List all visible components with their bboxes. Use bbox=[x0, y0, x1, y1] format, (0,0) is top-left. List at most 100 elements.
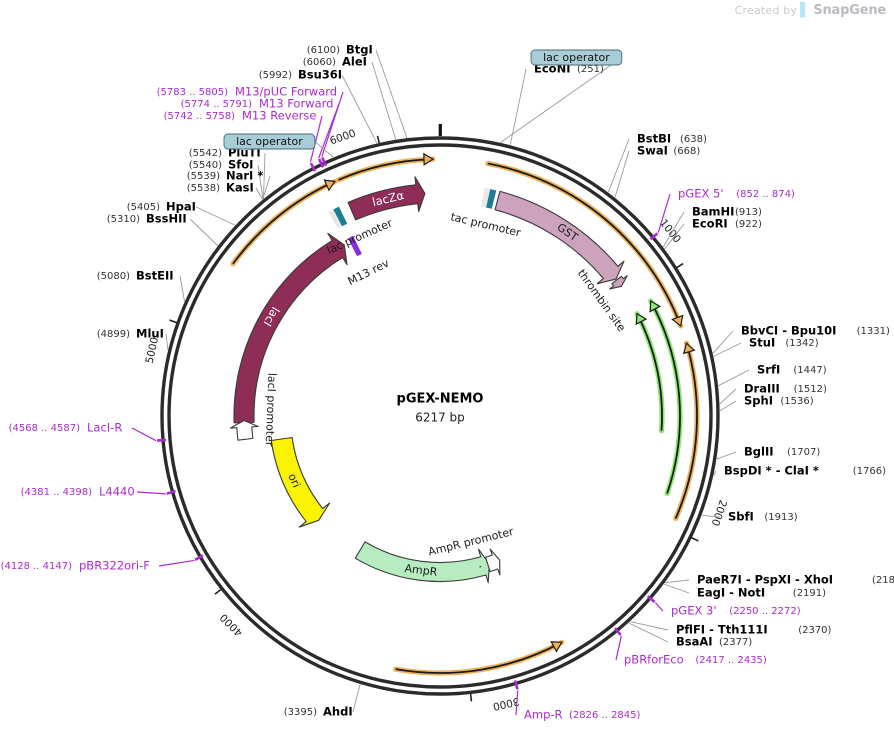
primer-name: pGEX 3' bbox=[671, 604, 717, 618]
feature-label-AmpR-promoter: AmpR promoter bbox=[427, 525, 515, 559]
enzyme-name: PflFI - Tth111I bbox=[676, 623, 768, 637]
enzyme-position: (1536) bbox=[780, 396, 813, 407]
enzyme-name: MluI bbox=[136, 327, 164, 341]
primer-name: pBRforEco bbox=[624, 653, 684, 667]
primer-label: pBRforEco (2417 .. 2435) bbox=[624, 653, 767, 667]
primer-mark bbox=[513, 680, 519, 690]
leader-line bbox=[664, 579, 690, 584]
enzyme-label: (6100) BtgI bbox=[307, 43, 373, 57]
tick-label-5000: 5000 bbox=[144, 336, 162, 365]
primer-range: (5783 .. 5805) bbox=[157, 87, 229, 98]
enzyme-label: EcoRI (922) bbox=[692, 217, 762, 231]
enzyme-label: BsaAI (2377) bbox=[676, 635, 752, 649]
primer-mark bbox=[156, 438, 167, 442]
enzyme-position: (5538) bbox=[187, 183, 220, 194]
primer-mark bbox=[166, 489, 176, 495]
enzyme-label: (5538) KasI bbox=[187, 181, 254, 195]
enzyme-name: BbvCI - Bpu10I bbox=[741, 324, 836, 338]
lac-operator-label: lac operator bbox=[236, 135, 303, 148]
primer-mark bbox=[194, 554, 204, 562]
primer-range: (4128 .. 4147) bbox=[1, 561, 73, 572]
primer-range: (852 .. 874) bbox=[736, 189, 795, 200]
enzyme-position: (5310) bbox=[107, 214, 140, 225]
primer-labels: (5783 .. 5805) M13/pUC Forward(5774 .. 57… bbox=[1, 85, 801, 722]
leader-line bbox=[500, 57, 623, 143]
primer-label: (4381 .. 4398) L4440 bbox=[21, 485, 135, 499]
primer-name: L4440 bbox=[99, 485, 135, 499]
primer-mark bbox=[613, 627, 622, 636]
leader-line bbox=[515, 690, 519, 716]
regulatory-arc bbox=[230, 178, 338, 267]
enzyme-position: (1447) bbox=[793, 365, 826, 376]
regulatory-arc bbox=[393, 639, 565, 676]
enzyme-position: (2377) bbox=[719, 637, 752, 648]
primer-range: (5774 .. 5791) bbox=[181, 99, 253, 110]
feature-label-ori: ori bbox=[285, 471, 303, 489]
enzyme-name: PaeR7I - PspXI - XhoI bbox=[697, 573, 833, 587]
enzyme-name: BtgI bbox=[346, 43, 373, 57]
enzyme-label: SwaI (668) bbox=[637, 144, 700, 158]
primer-label: (4568 .. 4587) LacI-R bbox=[9, 421, 123, 435]
enzyme-position: (1512) bbox=[794, 384, 827, 395]
enzyme-position: (2185) bbox=[872, 575, 894, 586]
enzyme-name: KasI bbox=[226, 181, 254, 195]
enzyme-label: (5310) BssHII bbox=[107, 212, 187, 226]
leader-line bbox=[614, 150, 630, 198]
enzyme-name: SbfI bbox=[728, 510, 754, 524]
leader-line bbox=[309, 115, 323, 163]
enzyme-position: (913) bbox=[735, 207, 762, 218]
leader-line bbox=[701, 514, 721, 518]
leader-line bbox=[318, 103, 340, 159]
enzyme-label: BbvCI - Bpu10I (1331) bbox=[741, 324, 890, 338]
enzyme-label: (4899) MluI bbox=[97, 327, 164, 341]
primer-label: (5774 .. 5791) M13 Forward bbox=[181, 97, 334, 111]
primer-range: (4381 .. 4398) bbox=[21, 487, 93, 498]
enzyme-name: StuI bbox=[749, 336, 775, 350]
tick-label-4000: 4000 bbox=[218, 611, 245, 638]
leader-line bbox=[654, 602, 664, 612]
leader-line bbox=[257, 164, 264, 200]
enzyme-position: (2370) bbox=[798, 625, 831, 636]
enzyme-label: BamHI (913) bbox=[692, 205, 762, 219]
enzyme-name: Bsu36I bbox=[298, 68, 342, 82]
feature-label-lacI-promoter: lacI promoter bbox=[263, 373, 279, 448]
leader-line bbox=[136, 491, 166, 495]
regulatory-arc bbox=[634, 311, 665, 434]
enzyme-label: (5539) NarI * bbox=[187, 169, 264, 183]
primer-name: LacI-R bbox=[87, 421, 122, 435]
leader-line bbox=[630, 621, 669, 631]
lac-operator-label: lac operator bbox=[543, 51, 610, 64]
enzyme-position: (6060) bbox=[303, 57, 336, 68]
plasmid-size: 6217 bp bbox=[415, 411, 465, 425]
backbone-circle bbox=[160, 136, 720, 696]
primer-mark bbox=[646, 595, 656, 604]
primer-range: (2417 .. 2435) bbox=[695, 655, 767, 666]
enzyme-label: DraIII (1512) bbox=[744, 382, 827, 396]
primer-name: pBR322ori-F bbox=[79, 559, 150, 573]
tick-label-2000: 2000 bbox=[709, 498, 729, 527]
enzyme-name: SwaI bbox=[637, 144, 668, 158]
enzyme-position: (1913) bbox=[764, 512, 797, 523]
leader-line bbox=[664, 223, 685, 250]
feature-label-M13-rev: M13 rev bbox=[346, 256, 392, 288]
enzyme-label: EagI - NotI (2191) bbox=[697, 586, 826, 600]
snapgene-watermark: Created by ▌ SnapGene bbox=[735, 3, 887, 18]
enzyme-label: StuI (1342) bbox=[749, 336, 819, 350]
leader-line bbox=[509, 68, 527, 146]
leader-line bbox=[158, 559, 195, 567]
enzyme-label: (5080) BstEII bbox=[97, 269, 174, 283]
leader-line bbox=[179, 275, 185, 302]
primer-name: Amp-R bbox=[524, 708, 563, 722]
enzyme-position: (1707) bbox=[787, 447, 820, 458]
leader-line bbox=[713, 470, 717, 476]
enzyme-name: SfoI bbox=[228, 158, 253, 172]
leader-line bbox=[131, 427, 157, 442]
leader-line bbox=[712, 330, 734, 354]
enzyme-name: BglII bbox=[744, 445, 774, 459]
enzyme-position: (668) bbox=[673, 146, 700, 157]
primer-label: pGEX 5' (852 .. 874) bbox=[678, 187, 795, 201]
enzyme-position: (1331) bbox=[857, 326, 890, 337]
leader-line bbox=[195, 206, 236, 226]
regulatory-arc bbox=[335, 152, 436, 183]
leader-line bbox=[375, 49, 408, 139]
